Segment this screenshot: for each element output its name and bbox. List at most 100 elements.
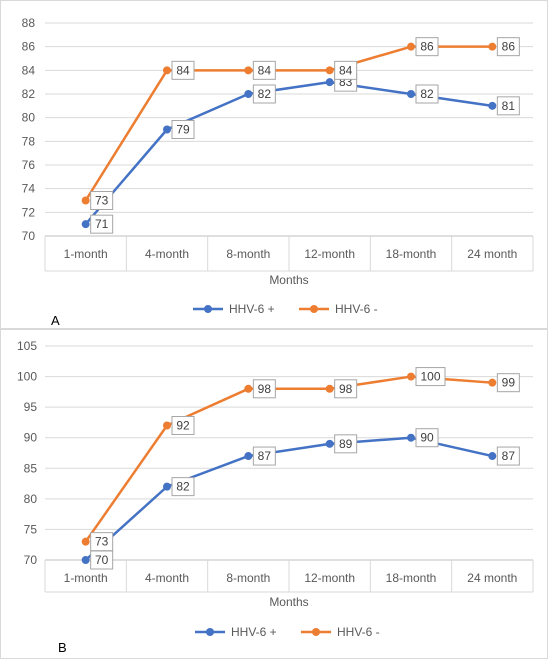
data-point <box>163 125 171 134</box>
x-tick-label: 18-month <box>386 247 437 261</box>
x-tick-label: 18-month <box>386 571 437 585</box>
data-point <box>325 78 334 87</box>
series-line-hhv6-negative <box>84 45 493 202</box>
y-tick-label: 100 <box>17 370 37 384</box>
data-label-box <box>415 37 439 57</box>
data-point <box>407 90 415 98</box>
data-point <box>488 452 497 461</box>
panel-label-b: B <box>58 640 67 655</box>
data-label: 84 <box>258 63 272 77</box>
data-label-box <box>171 415 195 435</box>
x-tick-label: 1-month <box>64 571 108 585</box>
data-point <box>325 439 334 448</box>
data-label-group: 98 <box>334 379 358 399</box>
data-point <box>407 372 415 381</box>
data-label-group: 71 <box>90 214 114 234</box>
panel-label-a: A <box>51 313 60 328</box>
data-label: 82 <box>176 480 190 494</box>
data-label-box <box>171 477 195 497</box>
y-tick-label: 88 <box>22 16 36 30</box>
data-point <box>488 378 497 387</box>
y-tick-label: 75 <box>24 522 38 536</box>
data-point <box>325 66 334 75</box>
data-label-box <box>496 37 520 57</box>
y-tick-label: 74 <box>22 182 36 196</box>
data-label: 86 <box>502 40 516 54</box>
data-point <box>244 384 253 393</box>
data-label: 87 <box>502 449 516 463</box>
x-tick-label: 8-month <box>226 571 270 585</box>
data-label-box <box>171 120 195 139</box>
data-label-group: 81 <box>496 96 520 116</box>
x-tick-label: 4-month <box>145 247 189 261</box>
data-label: 84 <box>339 63 353 77</box>
data-label-group: 90 <box>415 428 439 448</box>
x-tick-label: 12-month <box>304 247 355 261</box>
x-axis-title: Months <box>269 595 308 609</box>
data-label-box <box>334 379 358 399</box>
chart-a-svg: 70 72 74 76 78 80 82 84 86 88 1-month 4-month 8-mont… <box>22 16 534 316</box>
data-label-box <box>252 60 276 80</box>
legend-label: HHV-6 - <box>337 625 380 639</box>
data-label: 82 <box>258 87 272 101</box>
x-axis-title: Months <box>269 273 308 287</box>
y-tick-label: 105 <box>17 339 37 353</box>
y-tick-label: 90 <box>24 431 38 445</box>
y-tick-label: 85 <box>24 461 38 475</box>
data-point <box>244 452 253 461</box>
data-label: 81 <box>502 99 516 113</box>
data-label: 70 <box>95 553 109 567</box>
y-tick-label: 86 <box>22 40 36 54</box>
data-point <box>163 66 171 75</box>
chart-panel-b: 70 75 80 85 90 95 100 105 1-month 4-month 8-month 1… <box>0 329 548 659</box>
y-tick-label: 72 <box>22 205 36 219</box>
data-point <box>81 196 90 205</box>
legend-marker <box>204 305 212 313</box>
data-point <box>244 90 253 98</box>
data-label: 99 <box>502 376 516 390</box>
data-label-group: 100 <box>415 367 446 387</box>
data-label-group: 87 <box>496 446 520 466</box>
data-point <box>244 66 253 75</box>
data-label-group: 87 <box>252 446 276 466</box>
data-label: 90 <box>420 431 434 445</box>
data-label-box <box>252 84 276 104</box>
data-label: 82 <box>420 87 434 101</box>
data-label-group: 89 <box>334 434 358 454</box>
y-tick-label: 78 <box>22 134 36 148</box>
data-label: 87 <box>258 449 272 463</box>
data-label-box <box>496 373 520 393</box>
data-point <box>81 220 90 229</box>
data-label: 84 <box>176 63 190 77</box>
data-label-group: 84 <box>252 60 276 80</box>
legend-marker <box>310 305 318 313</box>
data-label-group: 92 <box>171 415 195 435</box>
data-label-group: 84 <box>334 60 358 80</box>
y-tick-label: 80 <box>24 492 38 506</box>
data-point <box>407 42 415 51</box>
data-label: 100 <box>420 370 440 384</box>
x-tick-label: 24 month <box>467 571 517 585</box>
data-label: 98 <box>339 382 353 396</box>
data-label-box <box>90 214 114 234</box>
data-label-box <box>252 446 276 466</box>
data-point <box>488 42 497 51</box>
data-point <box>488 101 497 110</box>
data-label: 86 <box>420 40 434 54</box>
y-tick-label: 80 <box>22 111 36 125</box>
x-tick-label: 24 month <box>467 247 517 261</box>
data-point <box>81 556 90 564</box>
data-label: 71 <box>95 217 109 231</box>
data-label: 73 <box>95 194 109 208</box>
data-point <box>325 384 334 393</box>
series-line-hhv6-negative <box>84 375 493 543</box>
data-label-box <box>415 428 439 448</box>
data-label-group: 73 <box>90 191 114 210</box>
data-label-box <box>90 191 114 210</box>
data-label-box <box>496 96 520 116</box>
data-point <box>407 433 415 442</box>
data-label: 92 <box>176 418 190 432</box>
x-tick-label: 4-month <box>145 571 189 585</box>
legend-marker <box>312 628 320 636</box>
data-label-group: 70 <box>90 550 114 570</box>
